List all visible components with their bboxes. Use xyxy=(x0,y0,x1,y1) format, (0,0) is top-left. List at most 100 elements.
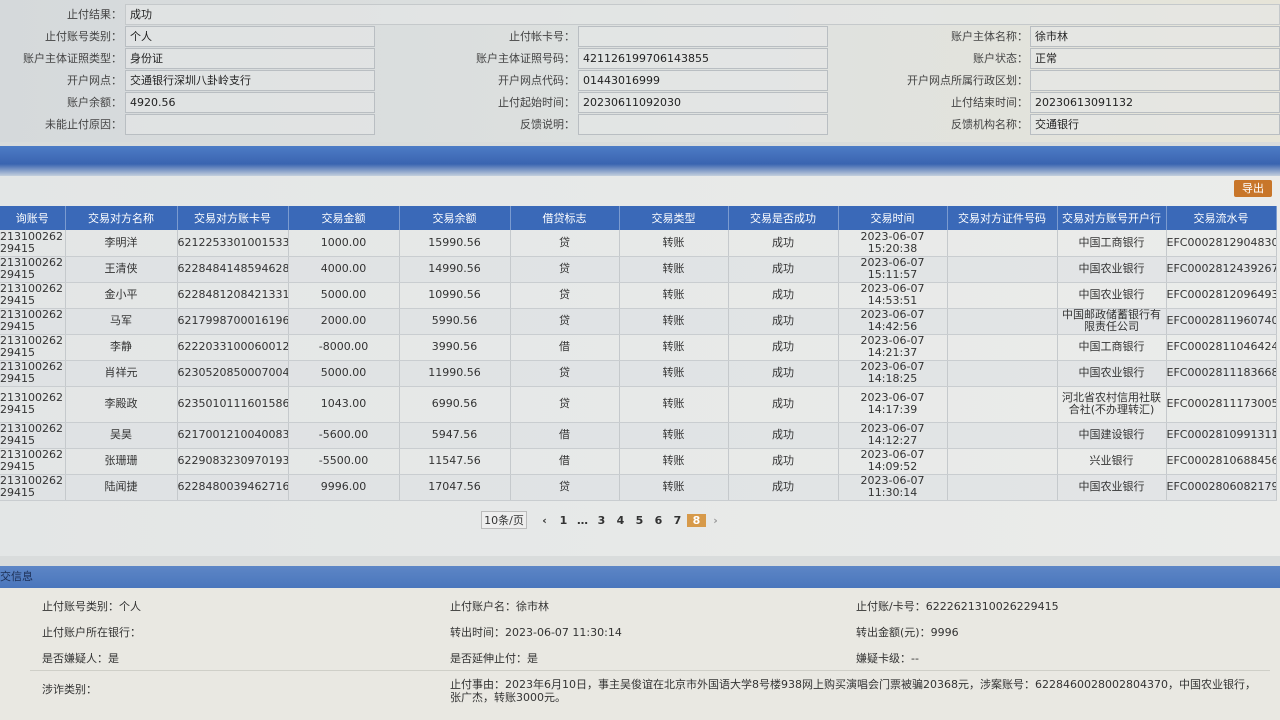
table-cell: 吴昊 xyxy=(65,422,178,449)
column-header[interactable]: 交易金额 xyxy=(288,206,400,230)
info-value: 01443016999 xyxy=(578,70,828,91)
page-size-select[interactable]: 10条/页 xyxy=(481,511,527,529)
table-cell: 成功 xyxy=(728,308,839,335)
table-cell: 6228480039462716273 xyxy=(177,474,289,501)
table-cell: 213100262 29415 xyxy=(0,334,66,361)
info-label: 开户网点： xyxy=(67,74,122,87)
table-cell xyxy=(947,282,1058,309)
table-cell: 17047.56 xyxy=(399,474,511,501)
table-cell: 2023-06-07 14:09:52 xyxy=(838,448,948,475)
table-cell: 借 xyxy=(510,334,620,361)
table-cell: 中国农业银行 xyxy=(1057,474,1167,501)
page-button[interactable]: … xyxy=(577,513,588,527)
table-row[interactable]: 213100262 29415金小平6228481208421331271500… xyxy=(0,282,1277,309)
detail-section-header: 交信息 xyxy=(0,566,1280,588)
prev-page-button[interactable]: ‹ xyxy=(542,513,547,527)
table-row[interactable]: 213100262 29415马军62179987000161968292000… xyxy=(0,308,1277,335)
info-value: 个人 xyxy=(125,26,375,47)
table-cell: 转账 xyxy=(619,256,729,283)
table-cell: 中国工商银行 xyxy=(1057,230,1167,257)
table-cell: 成功 xyxy=(728,474,839,501)
page-button[interactable]: 1 xyxy=(559,513,568,527)
page-button[interactable]: 3 xyxy=(597,513,606,527)
detail-field: 转出金额(元)：9996 xyxy=(856,626,959,639)
table-row[interactable]: 213100262 29415吴昊6217001210040083915-560… xyxy=(0,422,1277,449)
column-header[interactable]: 交易对方证件号码 xyxy=(947,206,1058,230)
table-cell: 15990.56 xyxy=(399,230,511,257)
column-header[interactable]: 交易对方账号开户行 xyxy=(1057,206,1167,230)
table-cell: 6222033100060012468 xyxy=(177,334,289,361)
info-value xyxy=(1030,70,1280,91)
table-row[interactable]: 213100262 29415陆闻捷6228480039462716273999… xyxy=(0,474,1277,501)
export-button[interactable]: 导出 xyxy=(1234,180,1272,197)
table-cell: 河北省农村信用社联合社(不办理转汇) xyxy=(1057,386,1167,423)
table-cell: 1000.00 xyxy=(288,230,400,257)
info-value xyxy=(125,114,375,135)
detail-field: 止付账号类别：个人 xyxy=(42,600,141,613)
table-cell: 6230520850007004977 xyxy=(177,360,289,387)
detail-field: 止付账户名：徐市林 xyxy=(450,600,549,613)
info-value xyxy=(578,114,828,135)
table-row[interactable]: 213100262 29415李静6222033100060012468-800… xyxy=(0,334,1277,361)
table-cell: 贷 xyxy=(510,230,620,257)
column-header[interactable]: 交易时间 xyxy=(838,206,948,230)
page-button[interactable]: 5 xyxy=(635,513,644,527)
info-value: 正常 xyxy=(1030,48,1280,69)
table-cell: 中国农业银行 xyxy=(1057,360,1167,387)
column-header[interactable]: 交易是否成功 xyxy=(728,206,839,230)
result-value: 成功 xyxy=(125,4,1280,25)
page-button[interactable]: 4 xyxy=(616,513,625,527)
detail-field: 嫌疑卡级：-- xyxy=(856,652,919,665)
table-cell: 2000.00 xyxy=(288,308,400,335)
table-cell: -5600.00 xyxy=(288,422,400,449)
table-cell: 1043.00 xyxy=(288,386,400,423)
next-page-button[interactable]: › xyxy=(713,513,718,527)
table-row[interactable]: 213100262 29415王清侠6228484148594628474400… xyxy=(0,256,1277,283)
page-button[interactable]: 6 xyxy=(654,513,663,527)
table-row[interactable]: 213100262 29415李明洋6212253301001533463100… xyxy=(0,230,1277,257)
table-row[interactable]: 213100262 29415肖祥元6230520850007004977500… xyxy=(0,360,1277,387)
table-row[interactable]: 213100262 29415张珊珊622908323097019368-550… xyxy=(0,448,1277,475)
page-button[interactable]: 7 xyxy=(673,513,682,527)
table-cell: 转账 xyxy=(619,360,729,387)
table-cell: EFC0002811960740 xyxy=(1166,308,1277,335)
table-cell: 9996.00 xyxy=(288,474,400,501)
table-cell xyxy=(947,360,1058,387)
table-cell: 14990.56 xyxy=(399,256,511,283)
column-header[interactable]: 交易余额 xyxy=(399,206,511,230)
table-cell: 213100262 29415 xyxy=(0,448,66,475)
table-cell: 2023-06-07 14:18:25 xyxy=(838,360,948,387)
table-cell: 6228481208421331271 xyxy=(177,282,289,309)
table-cell xyxy=(947,334,1058,361)
table-cell: 马军 xyxy=(65,308,178,335)
info-label: 止付结束时间： xyxy=(951,96,1028,109)
table-cell: 陆闻捷 xyxy=(65,474,178,501)
table-cell: 213100262 29415 xyxy=(0,308,66,335)
table-cell xyxy=(947,230,1058,257)
info-label: 止付起始时间： xyxy=(498,96,575,109)
table-cell: 6217998700016196829 xyxy=(177,308,289,335)
detail-panel: 止付账号类别：个人 止付账户名：徐市林 止付账/卡号：622262131002622… xyxy=(0,588,1280,720)
page-button[interactable]: 8 xyxy=(687,513,706,527)
detail-title: 交信息 xyxy=(0,570,33,583)
table-cell: -5500.00 xyxy=(288,448,400,475)
table-cell: -8000.00 xyxy=(288,334,400,361)
stop-payment-info-panel: 止付结果： 成功 止付账号类别： 个人 止付帐卡号： 账户主体名称： 徐市林 账户主体证照… xyxy=(0,0,1280,142)
column-header[interactable]: 交易流水号 xyxy=(1166,206,1277,230)
table-cell: 10990.56 xyxy=(399,282,511,309)
column-header[interactable]: 交易对方名称 xyxy=(65,206,178,230)
table-row[interactable]: 213100262 29415李殿政6235010111601586851104… xyxy=(0,386,1277,423)
column-header[interactable]: 交易类型 xyxy=(619,206,729,230)
info-label: 反馈说明： xyxy=(520,118,575,131)
info-value: 交通银行 xyxy=(1030,114,1280,135)
table-cell: 622908323097019368 xyxy=(177,448,289,475)
table-cell xyxy=(947,422,1058,449)
table-cell: 中国建设银行 xyxy=(1057,422,1167,449)
column-header[interactable]: 交易对方账卡号 xyxy=(177,206,289,230)
column-header[interactable]: 询账号 xyxy=(0,206,66,230)
column-header[interactable]: 借贷标志 xyxy=(510,206,620,230)
info-label: 未能止付原因： xyxy=(45,118,122,131)
pagination: 10条/页 ‹ 1 … 3 4 5 6 7 8 › xyxy=(481,511,725,529)
table-cell: 213100262 29415 xyxy=(0,474,66,501)
table-cell: 转账 xyxy=(619,422,729,449)
